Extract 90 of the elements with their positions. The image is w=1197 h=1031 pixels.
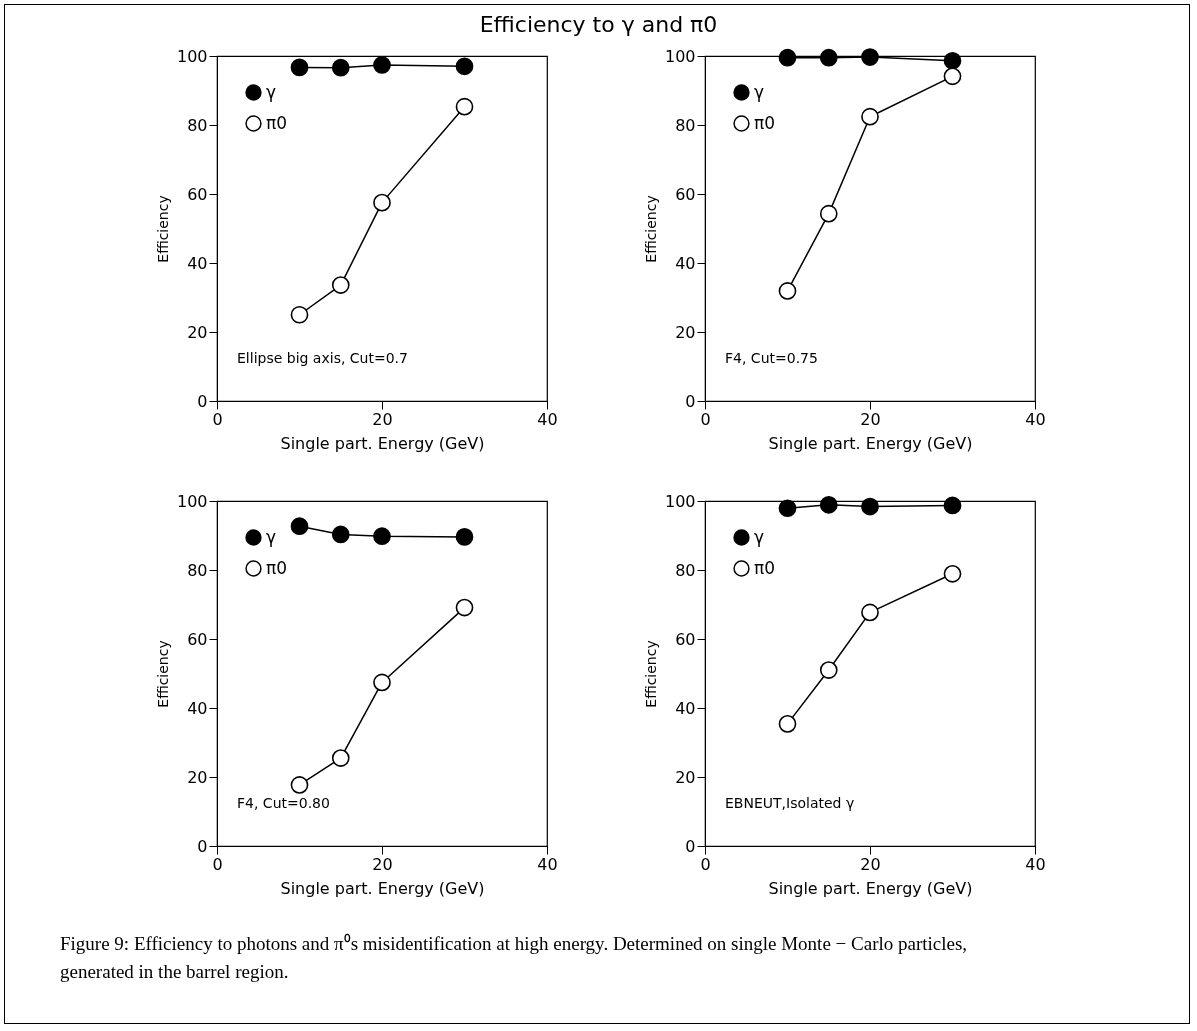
point	[455, 528, 474, 546]
point	[373, 527, 391, 546]
point	[331, 58, 350, 77]
caption: Figure 9: Efficiency to photons and π⁰s misidentification at high energy. Determined on single Monte − Carlo particles, generated in the barrel region.	[60, 932, 969, 984]
point	[455, 598, 474, 617]
legend-label: π0	[754, 112, 776, 133]
y-tick-label: 60	[187, 184, 208, 204]
y-tick-label: 80	[675, 115, 696, 135]
y-tick-label: 20	[675, 767, 696, 787]
point	[943, 51, 962, 70]
point	[943, 67, 962, 86]
point	[290, 517, 309, 536]
y-axis-title: Efficiency	[154, 195, 171, 263]
legend-label: γ	[754, 81, 765, 102]
y-tick-label: 60	[675, 629, 696, 649]
point	[861, 497, 879, 516]
y-tick-label: 20	[675, 322, 696, 342]
point	[943, 564, 962, 583]
y-tick-label: 0	[197, 836, 208, 856]
annotation: EBNEUT,Isolated γ	[725, 795, 855, 811]
y-axis-title: Efficiency	[154, 640, 171, 708]
y-tick-label: 80	[675, 560, 696, 580]
y-tick-label: 100	[176, 46, 208, 66]
y-tick-label: 40	[187, 253, 208, 273]
y-tick-label: 100	[176, 491, 208, 511]
legend-label: γ	[754, 526, 765, 547]
legend-label: π0	[266, 112, 288, 133]
x-axis-title: Single part. Energy (GeV)	[280, 433, 485, 453]
x-axis-title: Single part. Energy (GeV)	[768, 433, 973, 453]
point	[331, 525, 350, 544]
x-tick-label: 0	[212, 409, 223, 429]
y-tick-label: 0	[685, 836, 696, 856]
annotation: F4, Cut=0.80	[237, 795, 330, 811]
y-tick-label: 80	[187, 560, 208, 580]
x-axis-title: Single part. Energy (GeV)	[768, 878, 973, 898]
point	[331, 276, 350, 294]
x-tick-label: 40	[1025, 409, 1046, 429]
legend-label: γ	[266, 81, 277, 102]
point	[861, 107, 879, 126]
y-axis-title: Efficiency	[642, 640, 659, 708]
point	[290, 305, 309, 324]
x-tick-label: 0	[700, 854, 711, 874]
annotation: Ellipse big axis, Cut=0.7	[237, 350, 408, 366]
point	[819, 204, 838, 223]
point	[455, 97, 474, 116]
point	[819, 48, 838, 67]
legend-label: π0	[266, 557, 288, 578]
point	[373, 673, 391, 692]
x-tick-label: 20	[372, 854, 393, 874]
point	[373, 56, 391, 74]
point	[331, 749, 350, 767]
y-tick-label: 100	[664, 46, 696, 66]
y-axis-title: Efficiency	[642, 195, 659, 263]
x-tick-label: 20	[860, 854, 881, 874]
y-tick-label: 20	[187, 767, 208, 787]
point	[778, 715, 797, 733]
point	[455, 57, 474, 76]
point	[778, 282, 797, 300]
y-tick-label: 60	[675, 184, 696, 204]
x-tick-label: 40	[537, 409, 558, 429]
point	[861, 603, 879, 622]
y-tick-label: 40	[675, 698, 696, 718]
point	[943, 496, 962, 515]
y-tick-label: 40	[675, 253, 696, 273]
point	[861, 48, 879, 66]
point	[290, 776, 309, 794]
y-tick-label: 40	[187, 698, 208, 718]
x-tick-label: 40	[537, 854, 558, 874]
y-tick-label: 100	[664, 491, 696, 511]
annotation: F4, Cut=0.75	[725, 350, 818, 366]
y-tick-label: 80	[187, 115, 208, 135]
y-tick-label: 0	[685, 391, 696, 411]
x-tick-label: 20	[860, 409, 881, 429]
legend-label: γ	[266, 526, 277, 547]
y-tick-label: 60	[187, 629, 208, 649]
x-tick-label: 0	[212, 854, 223, 874]
point	[290, 58, 309, 77]
legend-label: π0	[754, 557, 776, 578]
text: Efficiency to γ and π0	[478, 12, 719, 37]
x-tick-label: 20	[372, 409, 393, 429]
point	[778, 48, 797, 67]
x-tick-label: 0	[700, 409, 711, 429]
y-tick-label: 0	[197, 391, 208, 411]
point	[778, 499, 797, 518]
point	[819, 661, 838, 679]
x-axis-title: Single part. Energy (GeV)	[280, 878, 485, 898]
point	[373, 193, 391, 212]
x-tick-label: 40	[1025, 854, 1046, 874]
y-tick-label: 20	[187, 322, 208, 342]
point	[819, 495, 838, 514]
